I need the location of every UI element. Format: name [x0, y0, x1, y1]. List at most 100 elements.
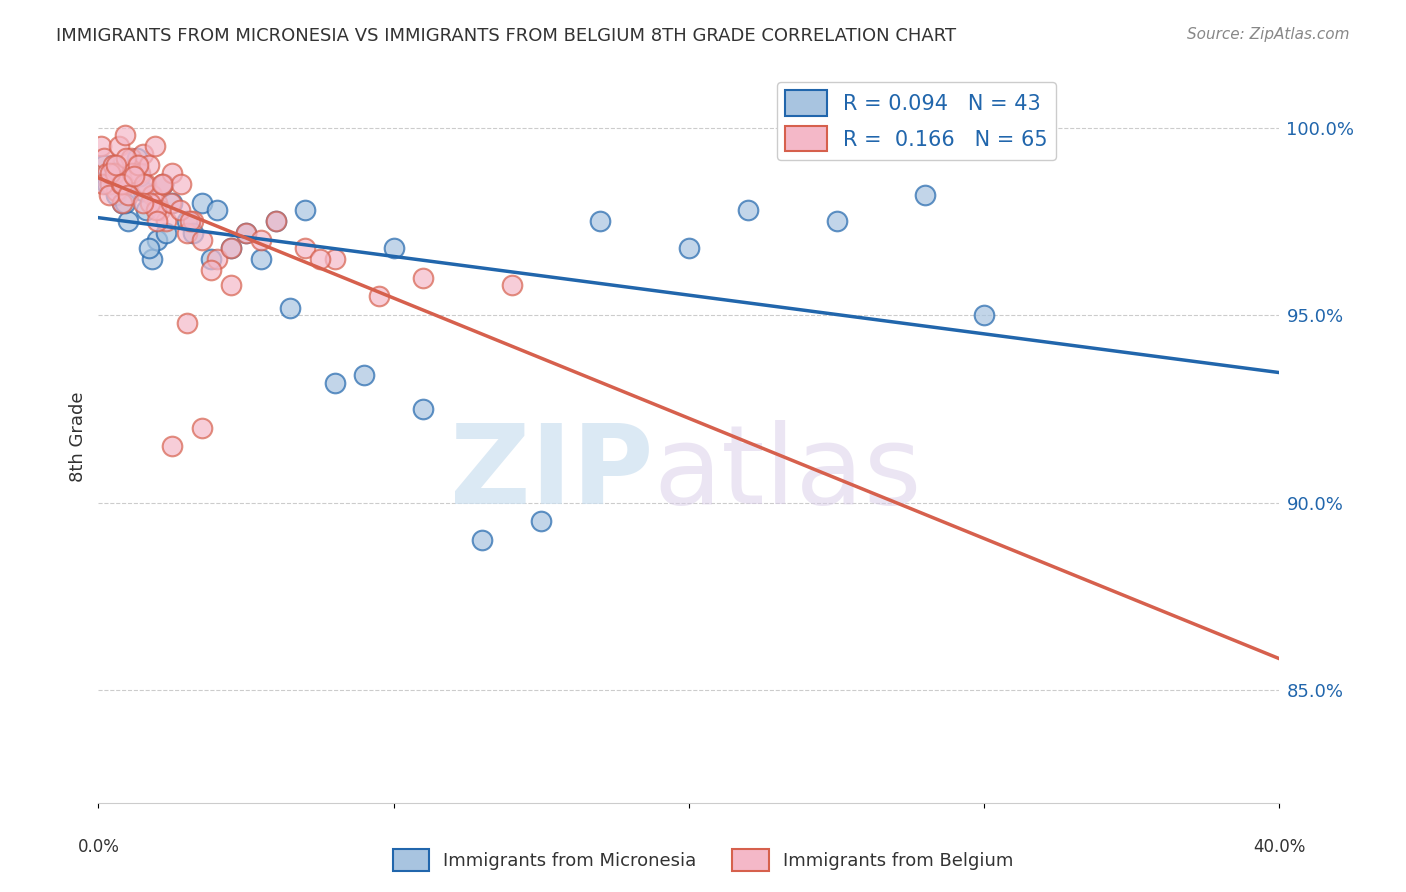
Point — [125, 158, 148, 172]
Point — [914, 188, 936, 202]
Point — [294, 203, 316, 218]
Point — [235, 226, 257, 240]
Point — [179, 214, 201, 228]
Point — [111, 177, 134, 191]
Point — [132, 195, 155, 210]
Point — [97, 188, 120, 202]
Point — [115, 151, 138, 165]
Point — [176, 316, 198, 330]
Point — [264, 214, 287, 228]
Point — [159, 195, 181, 210]
Point — [138, 158, 160, 172]
Point — [121, 166, 143, 180]
Point — [138, 241, 160, 255]
Point — [200, 263, 222, 277]
Point — [98, 177, 121, 191]
Point — [117, 214, 139, 228]
Point — [141, 188, 163, 202]
Text: ZIP: ZIP — [450, 420, 654, 527]
Point — [382, 241, 405, 255]
Point — [353, 368, 375, 383]
Point — [162, 440, 183, 454]
Point — [128, 169, 150, 184]
Point — [117, 177, 139, 191]
Point — [205, 252, 228, 266]
Point — [111, 195, 134, 210]
Point — [103, 158, 125, 172]
Text: 0.0%: 0.0% — [77, 838, 120, 855]
Point — [323, 252, 346, 266]
Point — [150, 177, 173, 191]
Point — [98, 177, 121, 191]
Point — [90, 139, 112, 153]
Point — [221, 278, 243, 293]
Point — [111, 195, 134, 210]
Point — [221, 241, 243, 255]
Point — [323, 376, 346, 390]
Point — [149, 203, 172, 218]
Point — [250, 233, 273, 247]
Point — [120, 151, 142, 165]
Point — [825, 214, 848, 228]
Point — [191, 233, 214, 247]
Point — [235, 226, 257, 240]
Point — [120, 173, 142, 187]
Point — [264, 214, 287, 228]
Text: Source: ZipAtlas.com: Source: ZipAtlas.com — [1187, 27, 1350, 42]
Point — [146, 233, 169, 247]
Point — [973, 308, 995, 322]
Point — [368, 289, 391, 303]
Point — [250, 252, 273, 266]
Point — [105, 185, 128, 199]
Point — [191, 420, 214, 434]
Text: atlas: atlas — [654, 420, 922, 527]
Point — [105, 188, 128, 202]
Point — [191, 195, 214, 210]
Point — [104, 166, 127, 180]
Point — [114, 195, 136, 210]
Point — [294, 241, 316, 255]
Point — [200, 252, 222, 266]
Point — [91, 177, 114, 191]
Point — [176, 226, 198, 240]
Point — [678, 241, 700, 255]
Point — [135, 177, 157, 191]
Point — [103, 158, 125, 172]
Point — [152, 177, 174, 191]
Point — [134, 177, 156, 191]
Point — [501, 278, 523, 293]
Point — [96, 177, 118, 191]
Point — [93, 151, 115, 165]
Text: 40.0%: 40.0% — [1253, 838, 1306, 855]
Point — [145, 203, 167, 218]
Point — [122, 166, 145, 180]
Point — [146, 195, 169, 210]
Point — [737, 203, 759, 218]
Point — [143, 139, 166, 153]
Point — [309, 252, 332, 266]
Point — [530, 515, 553, 529]
Point — [96, 166, 118, 180]
Point — [110, 177, 132, 191]
Point — [181, 214, 204, 228]
Point — [471, 533, 494, 548]
Point — [122, 169, 145, 184]
Point — [169, 203, 191, 218]
Point — [135, 203, 157, 218]
Point — [155, 226, 177, 240]
Point — [170, 177, 193, 191]
Legend: Immigrants from Micronesia, Immigrants from Belgium: Immigrants from Micronesia, Immigrants f… — [385, 842, 1021, 879]
Point — [176, 214, 198, 228]
Text: IMMIGRANTS FROM MICRONESIA VS IMMIGRANTS FROM BELGIUM 8TH GRADE CORRELATION CHAR: IMMIGRANTS FROM MICRONESIA VS IMMIGRANTS… — [56, 27, 956, 45]
Point — [589, 214, 612, 228]
Point — [98, 166, 121, 180]
Y-axis label: 8th Grade: 8th Grade — [69, 392, 87, 483]
Point — [125, 151, 148, 165]
Point — [132, 185, 155, 199]
Point — [221, 241, 243, 255]
Point — [114, 128, 136, 142]
Point — [117, 188, 139, 202]
Point — [127, 158, 149, 172]
Point — [155, 214, 177, 228]
Point — [162, 166, 183, 180]
